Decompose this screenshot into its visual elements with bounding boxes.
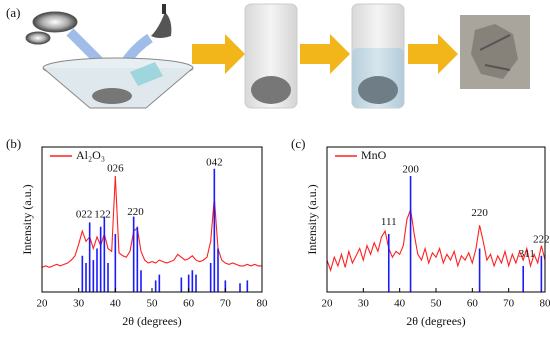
plot-frame <box>326 146 546 293</box>
peak-label: 200 <box>402 164 419 176</box>
x-tick-label: 70 <box>503 298 515 310</box>
x-tick-label: 20 <box>322 298 334 310</box>
y-axis-label: Intensity (a.u.) <box>305 184 319 254</box>
peak-label: 111 <box>381 216 397 228</box>
panel-label: (b) <box>6 136 21 151</box>
panel-label: (c) <box>291 136 305 151</box>
pattern-line <box>326 209 546 273</box>
x-tick-label: 50 <box>147 298 159 310</box>
peak-label: 026 <box>107 162 124 174</box>
x-tick-label: 60 <box>467 298 479 310</box>
panel-label: (a) <box>6 5 20 20</box>
x-tick-label: 30 <box>358 298 370 310</box>
peak-label: 220 <box>127 206 144 218</box>
x-tick-label: 50 <box>431 298 443 310</box>
peak-label: 222 <box>533 233 550 245</box>
legend-label: MnO <box>361 148 387 162</box>
x-tick-label: 80 <box>540 298 550 310</box>
legend-label: Al₂O₃ <box>76 148 105 162</box>
peak-label: 122 <box>94 209 111 221</box>
x-tick-label: 40 <box>394 298 406 310</box>
peak-label: 022 <box>76 209 93 221</box>
x-tick-label: 30 <box>73 298 85 310</box>
pattern-line <box>41 175 262 268</box>
x-axis-label: 2θ (degrees) <box>406 314 465 328</box>
x-tick-label: 70 <box>220 298 232 310</box>
x-tick-label: 40 <box>110 298 122 310</box>
x-tick-label: 20 <box>37 298 49 310</box>
x-tick-label: 80 <box>257 298 269 310</box>
schematic <box>25 3 530 109</box>
y-axis-label: Intensity (a.u.) <box>20 184 34 254</box>
x-axis-label: 2θ (degrees) <box>122 314 181 328</box>
peak-label: 220 <box>471 207 488 219</box>
peak-label: 042 <box>206 156 223 168</box>
peak-label: 311 <box>519 248 535 260</box>
x-tick-label: 60 <box>183 298 195 310</box>
